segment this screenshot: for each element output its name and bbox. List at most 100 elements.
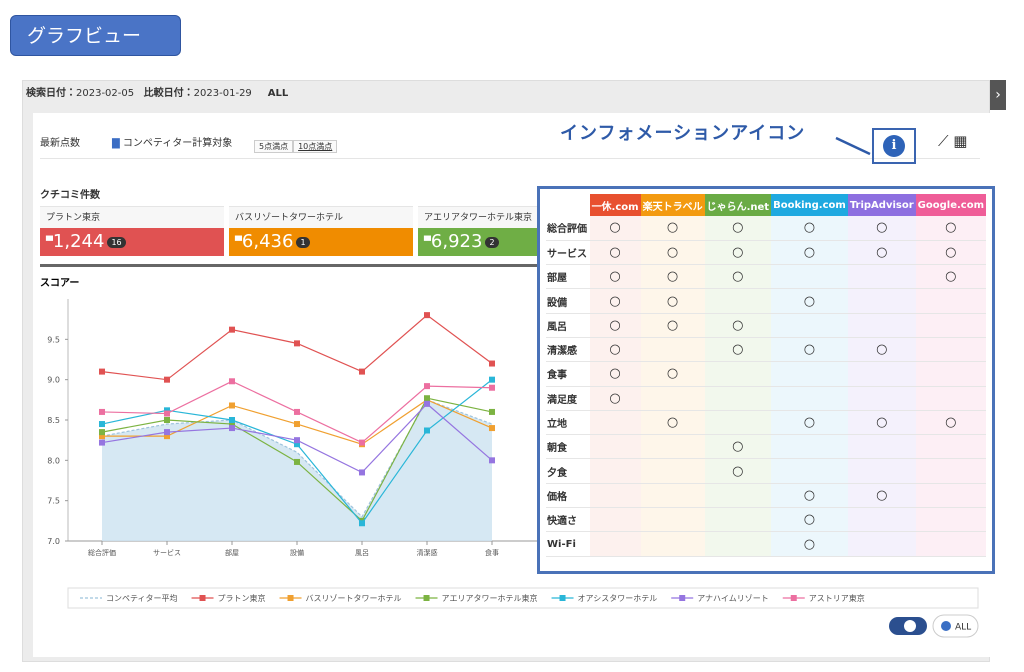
- support-cell: ○: [589, 361, 641, 387]
- point: [489, 425, 495, 432]
- support-cell: ○: [640, 313, 705, 338]
- flag: ▀: [424, 237, 431, 247]
- point: [359, 469, 365, 476]
- support-cell: [640, 507, 705, 533]
- y-tick-label: 7.5: [47, 497, 60, 506]
- support-cell: [847, 361, 916, 387]
- row-label: 満足度: [546, 386, 590, 411]
- graph-view-button[interactable]: グラフビュー: [10, 15, 181, 56]
- support-cell: [704, 410, 772, 436]
- support-cell: ○: [589, 240, 641, 266]
- scale-5[interactable]: 5点満点: [254, 140, 294, 153]
- support-cell: ○: [847, 483, 916, 509]
- point: [359, 368, 365, 375]
- y-tick-label: 8.5: [47, 416, 60, 425]
- point: [424, 312, 430, 319]
- legend-marker: [199, 595, 206, 601]
- scale-10[interactable]: 10点満点: [293, 140, 338, 153]
- support-cell: ○: [704, 337, 772, 363]
- support-cell: [771, 313, 848, 338]
- x-tick-label: 総合評価: [88, 548, 116, 557]
- site-header: 一休.com: [589, 194, 641, 216]
- competitor-toggle[interactable]: ▇ コンペティター計算対象: [112, 138, 233, 149]
- info-table: 一休.com 楽天トラベル じゃらん.net Booking.com TripAdvis…: [546, 194, 986, 557]
- all-check: [941, 621, 951, 631]
- hotel-name: プラトン東京: [40, 206, 224, 228]
- review-card: バスリゾートタワーホテル ▀6,436 1: [229, 206, 413, 256]
- support-cell: ○: [589, 386, 641, 411]
- support-cell: [915, 434, 986, 460]
- point: [424, 395, 430, 402]
- support-cell: ○: [640, 264, 705, 290]
- row-label: 立地: [546, 410, 590, 436]
- support-cell: [704, 288, 772, 314]
- support-cell: ○: [704, 240, 772, 266]
- point: [164, 433, 170, 440]
- point: [294, 458, 300, 465]
- y-tick-label: 9.0: [47, 376, 60, 385]
- point: [99, 368, 105, 375]
- site-header: TripAdvisor: [847, 194, 916, 216]
- corner: [546, 194, 590, 216]
- scrollbar: [40, 264, 537, 267]
- review-count: 6,923: [430, 231, 483, 252]
- support-cell: ○: [589, 264, 641, 290]
- support-cell: [915, 288, 986, 314]
- support-cell: [915, 483, 986, 509]
- point: [99, 439, 105, 446]
- competitor-label: コンペティター計算対象: [122, 138, 233, 149]
- point: [489, 376, 495, 383]
- point: [229, 425, 235, 432]
- x-tick-label: 設備: [290, 548, 304, 557]
- point: [99, 429, 105, 436]
- all-label: ALL: [955, 623, 971, 633]
- point: [424, 383, 430, 390]
- support-cell: [915, 507, 986, 533]
- x-tick-label: サービス: [153, 548, 181, 557]
- point: [489, 360, 495, 367]
- support-cell: ○: [640, 216, 705, 241]
- support-cell: [847, 531, 916, 557]
- x-tick-label: 食事: [485, 548, 499, 557]
- x-tick-label: 清潔感: [417, 548, 438, 557]
- review-card: アエリアタワーホテル東京 ▀6,923 2: [418, 206, 537, 256]
- support-cell: ○: [915, 240, 986, 266]
- row-label: 朝食: [546, 434, 590, 460]
- expand-arrow[interactable]: ›: [990, 80, 1006, 110]
- point: [229, 402, 235, 409]
- count-bar: ▀6,436 1: [229, 228, 413, 256]
- x-tick-label: 風呂: [355, 549, 369, 557]
- support-cell: ○: [640, 410, 705, 436]
- count-bar: ▀6,923 2: [418, 228, 537, 256]
- point: [99, 433, 105, 440]
- review-count: 1,244: [52, 231, 105, 252]
- chart-title: スコアー: [40, 277, 79, 289]
- legend-marker: [790, 595, 797, 601]
- row-label: Wi-Fi: [546, 531, 590, 557]
- latest-score: 最新点数: [40, 138, 80, 149]
- header-row: 一休.com 楽天トラベル じゃらん.net Booking.com TripAdvis…: [546, 194, 986, 216]
- view-switch[interactable]: ⟋ ▦: [938, 132, 968, 150]
- support-cell: ○: [915, 264, 986, 290]
- row-label: 風呂: [546, 313, 590, 338]
- support-cell: [847, 288, 916, 314]
- search-label: 検索日付：: [26, 88, 76, 99]
- table-row: サービス ○ ○ ○ ○ ○ ○: [546, 240, 986, 266]
- support-cell: [704, 483, 772, 509]
- support-cell: [771, 434, 848, 460]
- legend-label: アナハイムリゾート: [697, 594, 769, 603]
- point: [294, 441, 300, 448]
- support-cell: [589, 507, 641, 533]
- all-button[interactable]: [932, 614, 979, 638]
- point: [489, 408, 495, 415]
- support-cell: [771, 386, 848, 411]
- site-header: じゃらん.net: [704, 194, 772, 216]
- info-icon[interactable]: i: [872, 128, 916, 164]
- table-row: 清潔感 ○ ○ ○ ○: [546, 337, 986, 363]
- support-cell: [771, 264, 848, 290]
- point: [489, 457, 495, 464]
- series-line: [101, 399, 493, 518]
- point: [424, 400, 430, 407]
- table-row: 快適さ ○: [546, 507, 986, 533]
